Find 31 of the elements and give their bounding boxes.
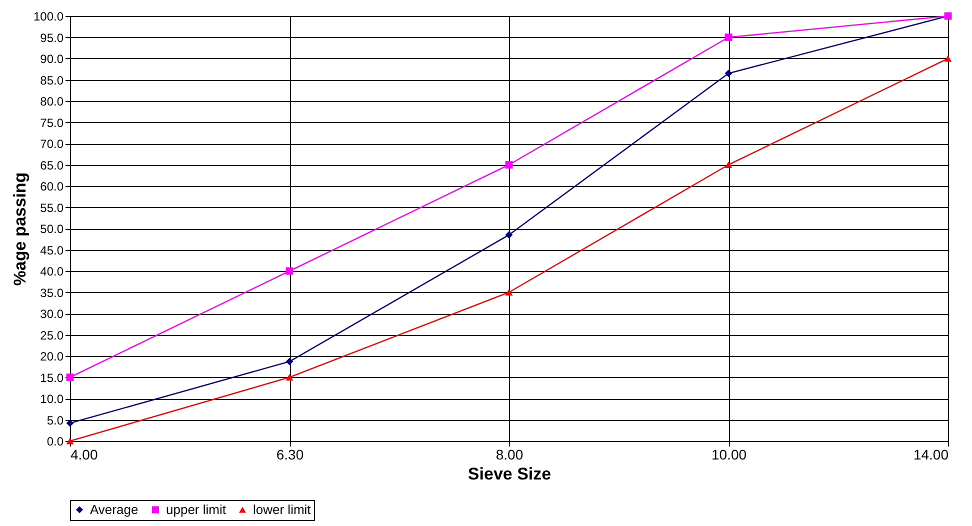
y-tick-label: 5.0 [46, 413, 64, 428]
y-tick-label: 85.0 [40, 73, 64, 88]
x-tick-label: 6.30 [276, 446, 304, 462]
y-tick-label: 10.0 [40, 392, 64, 406]
y-axis-title: %age passing [10, 172, 30, 286]
y-tick-label: 30.0 [40, 307, 64, 321]
legend-label: Average [90, 502, 138, 517]
y-tick-label: 35.0 [40, 286, 64, 300]
legend-label: lower limit [253, 502, 312, 517]
y-tick-label: 50.0 [40, 222, 64, 236]
x-tick-label: 10.00 [711, 446, 747, 462]
x-axis-title: Sieve Size [468, 464, 552, 484]
x-tick-label: 14.00 [913, 446, 949, 462]
y-tick-label: 70.0 [40, 137, 64, 151]
y-tick-label: 80.0 [40, 94, 64, 108]
y-tick-label: 20.0 [40, 350, 64, 364]
y-tick-label: 90.0 [40, 52, 64, 66]
y-tick-label: 15.0 [40, 370, 64, 385]
y-tick-label: 40.0 [40, 264, 64, 278]
y-tick-label: 25.0 [40, 328, 64, 342]
legend-label: upper limit [166, 502, 226, 517]
y-tick-label: 95.0 [40, 30, 64, 45]
x-tick-label: 8.00 [496, 446, 524, 462]
y-tick-label: 100.0 [33, 10, 64, 24]
y-tick-label: 65.0 [40, 158, 64, 172]
y-tick-label: 75.0 [40, 116, 64, 130]
y-tick-label: 45.0 [40, 243, 64, 258]
y-tick-label: 55.0 [40, 200, 64, 215]
y-tick-label: 0.0 [46, 434, 64, 448]
x-tick-label: 4.00 [70, 446, 98, 462]
y-tick-label: 60.0 [40, 180, 64, 194]
